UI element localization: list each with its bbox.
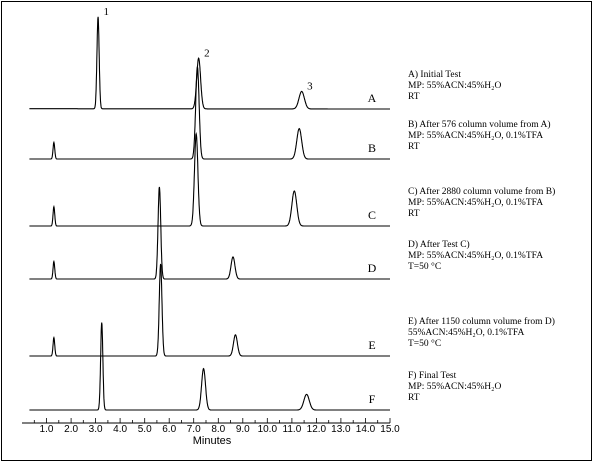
x-tick-label: 12.0 [307, 424, 327, 435]
x-tick-label: 10.0 [258, 424, 278, 435]
annotation-c-line-3: RT [408, 209, 420, 219]
trace-letter-d: D [368, 261, 377, 275]
x-tick-label: 7.0 [187, 424, 201, 435]
trace-letter-f: F [369, 392, 376, 406]
trace-e [29, 263, 390, 357]
x-tick-label: 9.0 [236, 424, 250, 435]
peak-label-1: 1 [104, 6, 110, 18]
x-tick-label: 1.0 [40, 424, 54, 435]
annotation-e-line-2: 55%ACN:45%H₂O, 0.1%TFA [408, 328, 524, 338]
annotation-b-line-1: B) After 576 column volume from A) [408, 119, 550, 130]
peak-label-3: 3 [307, 81, 313, 93]
trace-f [29, 322, 390, 411]
annotation-c-line-1: C) After 2880 column volume from B) [408, 186, 555, 197]
x-tick-label: 5.0 [138, 424, 152, 435]
trace-letter-a: A [368, 91, 377, 105]
peak-label-2: 2 [204, 47, 210, 59]
x-tick-label: 14.0 [356, 424, 376, 435]
annotation-d-line-3: T=50 °C [408, 261, 441, 272]
trace-a [29, 16, 390, 110]
annotation-f-line-2: MP: 55%ACN:45%H₂O [408, 382, 501, 392]
trace-c [29, 131, 390, 227]
trace-letter-b: B [368, 141, 376, 155]
x-tick-label: 2.0 [64, 424, 78, 435]
x-tick-label: 4.0 [113, 424, 127, 435]
annotation-d-line-1: D) After Test C) [408, 239, 470, 250]
trace-b [29, 64, 390, 160]
x-tick-label: 6.0 [162, 424, 176, 435]
annotation-b-line-3: RT [408, 142, 420, 152]
trace-letter-c: C [368, 208, 376, 222]
trace-d [29, 186, 390, 280]
x-tick-label: 15.0 [380, 424, 400, 435]
annotation-a-line-1: A) Initial Test [408, 69, 461, 80]
annotation-f-line-1: F) Final Test [408, 370, 457, 381]
annotation-e-line-1: E) After 1150 column volume from D) [408, 316, 555, 327]
x-tick-label: 11.0 [283, 424, 302, 435]
annotation-f-line-3: RT [408, 393, 420, 403]
x-tick-label: 13.0 [331, 424, 351, 435]
x-tick-label: 8.0 [211, 424, 225, 435]
annotation-a-line-3: RT [408, 92, 420, 102]
annotation-c-line-2: MP: 55%ACN:45%H₂O, 0.1%TFA [408, 198, 543, 208]
x-axis-label: Minutes [193, 435, 232, 447]
traces-group [29, 16, 390, 411]
annotation-a-line-2: MP: 55%ACN:45%H₂O [408, 81, 501, 91]
annotation-b-line-2: MP: 55%ACN:45%H₂O, 0.1%TFA [408, 131, 543, 141]
annotation-e-line-3: T=50 °C [408, 338, 441, 349]
annotation-d-line-2: MP: 55%ACN:45%H₂O, 0.1%TFA [408, 251, 543, 261]
x-tick-label: 3.0 [89, 424, 103, 435]
x-axis: 1.0 2.0 3.0 4.0 5.0 6.0 7.0 8.0 9.0 10.0 11.0 12.0 1… [22, 418, 400, 435]
trace-letter-e: E [368, 338, 375, 352]
